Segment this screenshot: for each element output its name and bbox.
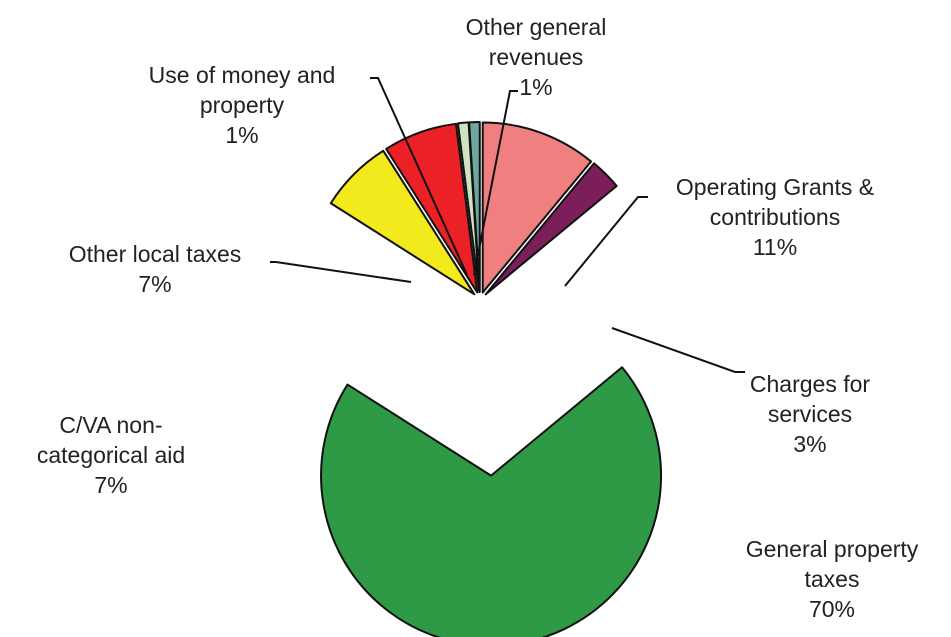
slice-labels: Operating Grants & contributions 11% Charge… xyxy=(37,14,919,622)
leader-line-4 xyxy=(270,261,412,283)
slice-value-label: 1% xyxy=(225,122,258,148)
slice-name-label: taxes xyxy=(805,566,860,592)
slice-value-label: 7% xyxy=(138,271,171,297)
slice-label-3: C/VA non-categorical aid 7% xyxy=(37,412,185,498)
pie-slice-0 xyxy=(481,121,593,294)
slice-value-label: 3% xyxy=(793,431,826,457)
slice-name-label: Charges for xyxy=(750,371,871,397)
pie-slices xyxy=(320,121,663,637)
slice-name-label: General property xyxy=(746,536,919,562)
slice-name-label: Other local taxes xyxy=(69,241,242,267)
pie-slice-3 xyxy=(329,149,476,296)
slice-value-label: 7% xyxy=(94,472,127,498)
slice-label-1: Charges for services 3% xyxy=(750,371,871,457)
leader-lines xyxy=(270,77,745,373)
slice-value-label: 11% xyxy=(753,234,797,260)
leader-line-1 xyxy=(611,327,745,373)
slice-label-2: General property taxes 70% xyxy=(746,536,919,622)
slice-name-label: Operating Grants & xyxy=(676,174,874,200)
leader-line-6 xyxy=(473,90,518,276)
slice-name-label: services xyxy=(768,401,852,427)
slice-label-6: Other general revenues 1% xyxy=(466,14,607,100)
slice-label-0: Operating Grants & contributions 11% xyxy=(676,174,874,260)
slice-name-label: contributions xyxy=(710,204,840,230)
pie-slice-1 xyxy=(484,162,618,296)
slice-name-label: categorical aid xyxy=(37,442,185,468)
leader-line-0 xyxy=(564,196,648,287)
slice-value-label: 70% xyxy=(809,596,855,622)
pie-slice-2 xyxy=(320,366,663,637)
pie-slice-6 xyxy=(468,121,481,293)
slice-name-label: Other general xyxy=(466,14,607,40)
leader-line-5 xyxy=(370,77,468,276)
slice-label-5: Use of money and property 1% xyxy=(149,62,336,148)
slice-name-label: property xyxy=(200,92,285,118)
pie-slice-4 xyxy=(385,122,479,294)
slice-label-4: Other local taxes 7% xyxy=(69,241,242,297)
slice-name-label: C/VA non- xyxy=(59,412,162,438)
slice-name-label: revenues xyxy=(489,44,584,70)
slice-name-label: Use of money and xyxy=(149,62,336,88)
slice-value-label: 1% xyxy=(519,74,552,100)
